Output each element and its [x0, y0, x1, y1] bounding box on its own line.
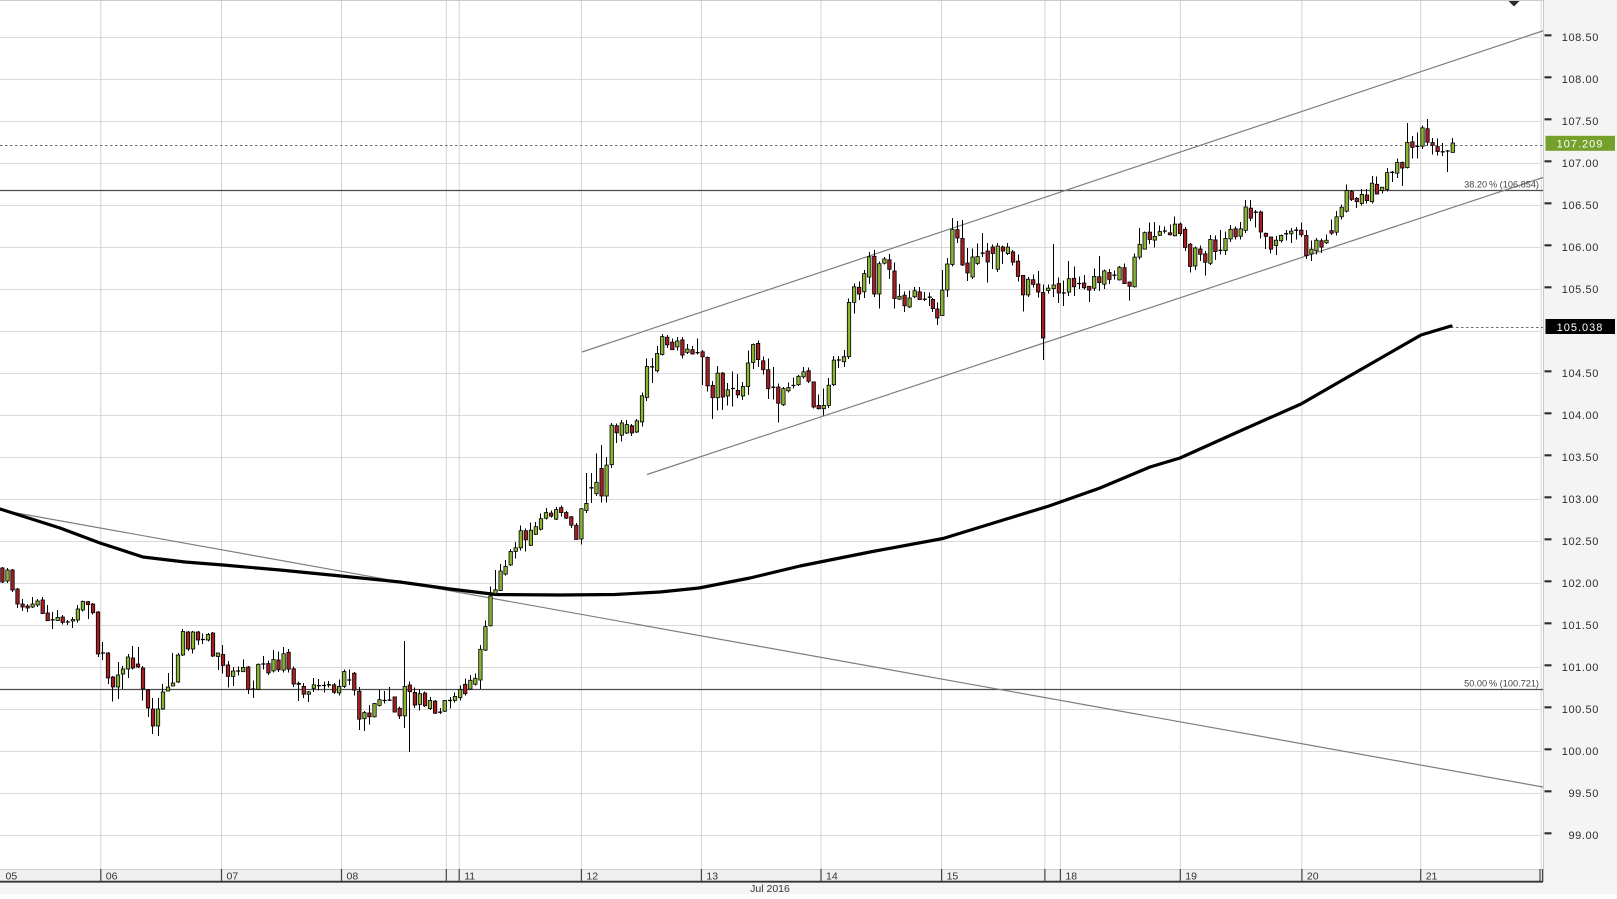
- svg-text:107.50: 107.50: [1562, 116, 1599, 128]
- svg-text:20: 20: [1307, 871, 1319, 883]
- svg-text:06: 06: [106, 871, 118, 883]
- svg-text:100.00: 100.00: [1562, 746, 1599, 758]
- svg-text:102.50: 102.50: [1562, 536, 1599, 548]
- svg-text:21: 21: [1426, 871, 1438, 883]
- svg-text:107.00: 107.00: [1562, 158, 1599, 170]
- svg-text:99.00: 99.00: [1568, 830, 1599, 842]
- svg-text:08: 08: [347, 871, 359, 883]
- svg-text:38.20 % (106.854): 38.20 % (106.854): [1464, 180, 1539, 190]
- svg-text:07: 07: [227, 871, 239, 883]
- svg-text:101.00: 101.00: [1562, 662, 1599, 674]
- svg-text:13: 13: [706, 871, 718, 883]
- svg-text:104.00: 104.00: [1562, 410, 1599, 422]
- svg-text:14: 14: [826, 871, 838, 883]
- svg-text:99.50: 99.50: [1568, 788, 1599, 800]
- svg-text:100.50: 100.50: [1562, 704, 1599, 716]
- svg-text:15: 15: [947, 871, 959, 883]
- svg-text:Jul 2016: Jul 2016: [750, 883, 790, 894]
- svg-text:101.50: 101.50: [1562, 620, 1599, 632]
- svg-text:108.00: 108.00: [1562, 74, 1599, 86]
- svg-text:106.50: 106.50: [1562, 200, 1599, 212]
- svg-text:11: 11: [464, 871, 475, 883]
- svg-text:102.00: 102.00: [1562, 578, 1599, 590]
- svg-text:05: 05: [6, 871, 18, 883]
- svg-text:50.00 % (100.721): 50.00 % (100.721): [1464, 679, 1539, 689]
- svg-text:103.50: 103.50: [1562, 452, 1599, 464]
- svg-text:107.209: 107.209: [1557, 139, 1604, 151]
- svg-text:105.038: 105.038: [1557, 322, 1604, 334]
- svg-text:18: 18: [1065, 871, 1077, 883]
- svg-text:12: 12: [586, 871, 598, 883]
- svg-text:106.00: 106.00: [1562, 242, 1599, 254]
- svg-text:104.50: 104.50: [1562, 368, 1599, 380]
- svg-text:19: 19: [1185, 871, 1197, 883]
- svg-text:108.50: 108.50: [1562, 32, 1599, 44]
- svg-text:103.00: 103.00: [1562, 494, 1599, 506]
- svg-text:105.50: 105.50: [1562, 284, 1599, 296]
